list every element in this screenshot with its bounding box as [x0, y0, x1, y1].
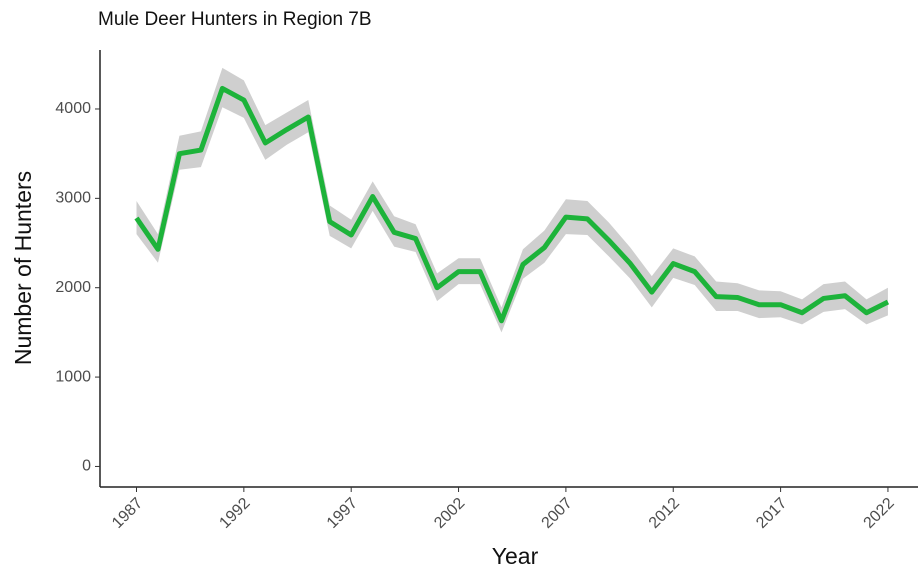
- x-tick-label: 1997: [324, 495, 361, 532]
- y-tick-label: 1000: [55, 368, 91, 385]
- x-tick-label: 2007: [539, 495, 576, 532]
- x-tick-label: 2012: [646, 495, 683, 532]
- x-tick-label: 1987: [109, 495, 146, 532]
- chart-title: Mule Deer Hunters in Region 7B: [98, 9, 372, 30]
- y-tick-label: 3000: [55, 190, 91, 207]
- x-tick-label: 2022: [861, 495, 898, 532]
- y-axis-label: Number of Hunters: [10, 171, 36, 365]
- y-tick-label: 0: [82, 458, 91, 475]
- line: [134, 85, 890, 324]
- x-tick-label: 2002: [431, 495, 468, 532]
- x-axis-label: Year: [492, 543, 539, 569]
- y-tick-label: 2000: [55, 279, 91, 296]
- y-tick-label: 4000: [55, 100, 91, 117]
- confidence-band: [136, 67, 888, 333]
- x-tick-label: 2017: [753, 495, 790, 532]
- x-tick-label: 1992: [216, 495, 253, 532]
